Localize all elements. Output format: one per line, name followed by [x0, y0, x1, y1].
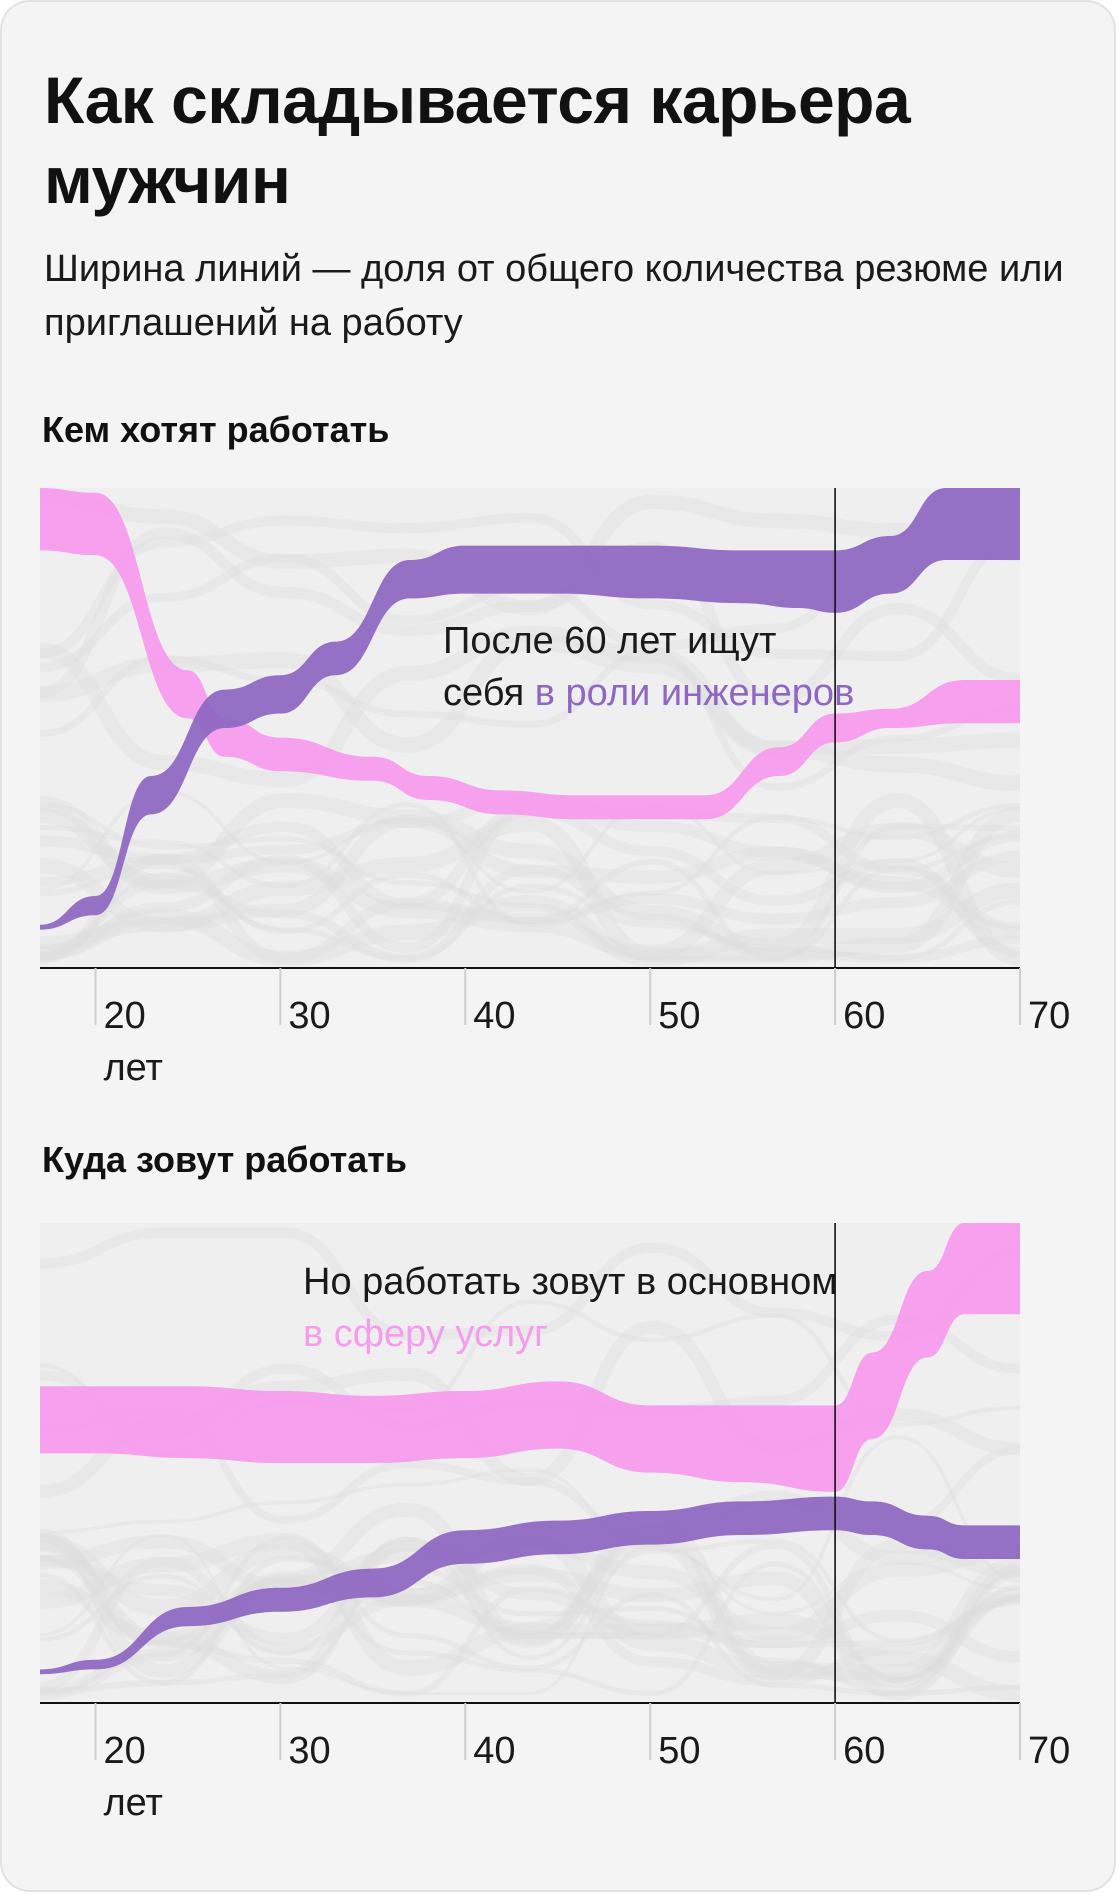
chart-2: 20 лет 30 40 50 60 70 — [39, 1223, 1070, 1824]
background-stream — [39, 1532, 1021, 1696]
background-stream — [39, 1435, 1021, 1602]
background-stream — [39, 806, 1021, 964]
x-tick-label: 30 — [288, 995, 330, 1037]
background-stream — [39, 1535, 1021, 1696]
background-stream — [39, 806, 1021, 962]
chart-2-annotation: Но работать зовут в основном в сферу усл… — [303, 1256, 863, 1360]
background-stream — [39, 1555, 1021, 1697]
background-stream — [39, 1528, 1021, 1701]
background-stream — [39, 865, 1021, 963]
background-stream — [39, 1556, 1021, 1692]
page-title: Как складывается карьера мужчин — [44, 63, 911, 217]
chart-1-title: Кем хотят работать — [42, 409, 390, 450]
chart-1: 20 лет 30 40 50 60 70 — [39, 488, 1070, 1089]
page-subtitle: Ширина линий — доля от общего количества… — [44, 248, 1064, 344]
background-stream — [39, 649, 1021, 791]
background-stream — [39, 1566, 1021, 1696]
background-stream — [39, 1532, 1021, 1702]
background-stream — [39, 802, 1021, 961]
background-stream — [39, 872, 1021, 962]
background-stream — [39, 814, 1021, 950]
background-streams — [39, 490, 1021, 967]
chart-2-title: Куда зовут работать — [42, 1139, 408, 1180]
background-stream — [39, 790, 1021, 894]
x-tick-unit: лет — [103, 1782, 162, 1824]
x-tick-unit: лет — [103, 1047, 162, 1089]
background-stream — [39, 802, 1021, 927]
background-stream — [39, 512, 1021, 661]
background-stream — [39, 793, 1021, 966]
x-tick-label: 70 — [1028, 995, 1070, 1037]
x-tick-label: 30 — [288, 1730, 330, 1772]
background-stream — [39, 882, 1021, 967]
x-tick-label: 70 — [1028, 1730, 1070, 1772]
background-stream — [39, 1534, 1021, 1681]
series-band-0 — [40, 1223, 1020, 1492]
series-band-1 — [40, 1496, 1020, 1675]
x-tick-label: 40 — [473, 1730, 515, 1772]
background-stream — [39, 1533, 1021, 1695]
x-tick-label: 50 — [658, 1730, 700, 1772]
background-stream — [39, 1227, 1021, 1342]
background-stream — [39, 1540, 1021, 1663]
x-tick-label: 20 — [103, 995, 145, 1037]
chart-2-annotation-text: Но работать зовут в основном — [303, 1261, 838, 1303]
background-stream — [39, 1536, 1021, 1660]
x-tick-label: 50 — [658, 995, 700, 1037]
background-stream — [39, 634, 1021, 792]
background-stream — [39, 822, 1021, 962]
chart-1-annotation-text: После 60 лет ищут себя — [443, 620, 777, 714]
chart-1-annotation-highlight: в роли инженеров — [534, 672, 855, 714]
x-tick-label: 40 — [473, 995, 515, 1037]
background-stream — [39, 821, 1021, 964]
series-band-1 — [40, 488, 1020, 930]
chart-2-annotation-highlight: в сферу услуг — [303, 1313, 549, 1355]
x-tick-label: 60 — [843, 995, 885, 1037]
background-stream — [39, 1542, 1021, 1695]
background-stream — [39, 1514, 1021, 1687]
chart-1-annotation: После 60 лет ищут себя в роли инженеров — [443, 615, 863, 719]
background-stream — [39, 527, 1021, 705]
x-tick-label: 60 — [843, 1730, 885, 1772]
background-stream — [39, 795, 1021, 961]
background-stream — [39, 490, 1021, 616]
x-tick-label: 20 — [103, 1730, 145, 1772]
